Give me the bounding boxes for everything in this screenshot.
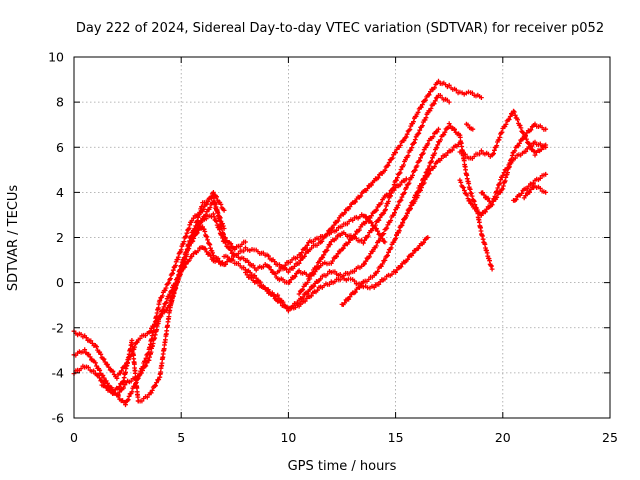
series-track-16 [511, 171, 549, 203]
x-tick-label: 15 [388, 430, 404, 445]
plus-marker-track [479, 121, 549, 208]
series-track-5 [168, 78, 484, 303]
series-track-6 [189, 93, 452, 285]
y-tick-label: -6 [52, 411, 65, 426]
y-tick-label: -4 [52, 365, 65, 380]
y-tick-label: 6 [56, 140, 64, 155]
x-axis-label: GPS time / hours [288, 459, 397, 474]
series-track-7 [221, 126, 441, 312]
plus-marker-track [464, 121, 476, 132]
y-tick-label: 2 [56, 230, 64, 245]
plus-marker-track [521, 183, 549, 201]
plus-marker-track [221, 126, 441, 312]
chart-title: Day 222 of 2024, Sidereal Day-to-day VTE… [76, 21, 604, 36]
data-points [71, 78, 549, 408]
plus-marker-track [393, 121, 495, 272]
series-track-8 [243, 235, 431, 314]
x-tick-label: 0 [70, 430, 78, 445]
plus-marker-track [275, 212, 388, 275]
series-track-9 [275, 212, 388, 275]
y-tick-label: 4 [56, 185, 64, 200]
y-tick-label: -2 [52, 320, 64, 335]
x-axis-ticks: 0 5 10 15 20 25 [70, 57, 618, 445]
x-tick-label: 25 [602, 430, 618, 445]
plus-marker-track [168, 78, 484, 303]
series-track-17 [521, 183, 549, 201]
plus-marker-track [296, 176, 409, 297]
y-tick-label: 10 [48, 50, 64, 65]
series-track-10 [296, 176, 409, 297]
series-track-12 [393, 121, 495, 272]
y-tick-label: 0 [56, 275, 64, 290]
series-track-18 [464, 121, 476, 132]
y-tick-label: 8 [56, 95, 64, 110]
plus-marker-track [511, 171, 549, 203]
x-tick-label: 5 [177, 430, 185, 445]
plus-marker-track [243, 235, 431, 314]
series-track-15 [479, 121, 549, 208]
y-axis-label: SDTVAR / TECUs [6, 185, 21, 292]
x-tick-label: 10 [280, 430, 296, 445]
x-tick-label: 20 [495, 430, 511, 445]
gridlines [74, 57, 610, 418]
y-axis-ticks: -6 -4 -2 0 2 4 6 8 10 [48, 50, 610, 426]
plus-marker-track [189, 93, 452, 285]
